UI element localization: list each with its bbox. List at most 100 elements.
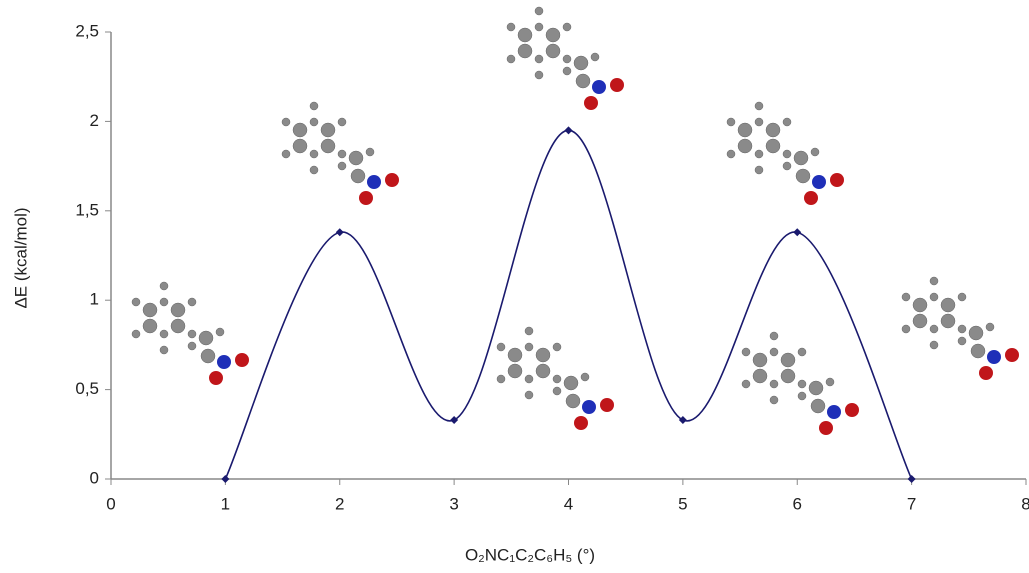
atom [766, 139, 780, 153]
atom [727, 150, 735, 158]
atom [796, 169, 810, 183]
point-marker [793, 228, 801, 236]
x-tick-label: 7 [907, 494, 916, 513]
point-marker [908, 475, 916, 483]
atom [766, 123, 780, 137]
atom [753, 353, 767, 367]
atom [902, 293, 910, 301]
x-tick-label: 8 [1021, 494, 1029, 513]
atom [958, 337, 966, 345]
atom [742, 348, 750, 356]
atom [845, 403, 859, 417]
point-marker [221, 475, 229, 483]
y-axis-label: ΔE (kcal/mol) [11, 207, 30, 308]
atom [811, 148, 819, 156]
atom [338, 162, 346, 170]
atom [979, 366, 993, 380]
atom [235, 353, 249, 367]
atom [804, 191, 818, 205]
atom [199, 331, 213, 345]
atom [958, 293, 966, 301]
atom [809, 381, 823, 395]
x-tick-label: 0 [106, 494, 115, 513]
atom [600, 398, 614, 412]
atom [507, 55, 515, 63]
atom [930, 293, 938, 301]
atom [574, 56, 588, 70]
atom [518, 28, 532, 42]
atom [930, 341, 938, 349]
atom [535, 7, 543, 15]
atom [536, 348, 550, 362]
atom [958, 325, 966, 333]
atom [553, 343, 561, 351]
atom [497, 343, 505, 351]
atom [366, 148, 374, 156]
atom [310, 102, 318, 110]
atom [592, 80, 606, 94]
atom [969, 326, 983, 340]
atom [310, 118, 318, 126]
y-tick-label: 1,5 [75, 200, 99, 219]
x-tick-label: 2 [335, 494, 344, 513]
atom [160, 346, 168, 354]
atom [582, 400, 596, 414]
atom [367, 175, 381, 189]
atom [508, 364, 522, 378]
atom [798, 392, 806, 400]
atom [811, 399, 825, 413]
atom [293, 123, 307, 137]
atom [563, 67, 571, 75]
atom [783, 150, 791, 158]
atom [913, 314, 927, 328]
atom [188, 330, 196, 338]
atom [282, 118, 290, 126]
atom [338, 150, 346, 158]
point-marker [336, 228, 344, 236]
atom [770, 396, 778, 404]
atom [794, 151, 808, 165]
atom [812, 175, 826, 189]
atom [755, 102, 763, 110]
atom [591, 53, 599, 61]
atom [563, 55, 571, 63]
atom [216, 328, 224, 336]
atom [755, 150, 763, 158]
atom [753, 369, 767, 383]
atom [830, 173, 844, 187]
atom [826, 378, 834, 386]
atom [971, 344, 985, 358]
atom [132, 330, 140, 338]
atom [819, 421, 833, 435]
atom [338, 118, 346, 126]
atom [160, 298, 168, 306]
atom [770, 380, 778, 388]
page: O₂NC₁C₂C₆H₅ (°) ΔE (kcal/mol) 00,511,522… [0, 0, 1029, 573]
atom [497, 375, 505, 383]
atom [574, 416, 588, 430]
atom [755, 166, 763, 174]
x-tick-label: 5 [678, 494, 687, 513]
atom [188, 298, 196, 306]
atom [798, 380, 806, 388]
atom [536, 364, 550, 378]
atom [827, 405, 841, 419]
atom [217, 355, 231, 369]
atom [902, 325, 910, 333]
atom [518, 44, 532, 58]
atom [160, 282, 168, 290]
atom [321, 139, 335, 153]
atom [1005, 348, 1019, 362]
atom [188, 342, 196, 350]
atom [535, 55, 543, 63]
atom [201, 349, 215, 363]
atom [525, 343, 533, 351]
point-marker [565, 126, 573, 134]
x-tick-label: 4 [564, 494, 573, 513]
x-tick-label: 1 [221, 494, 230, 513]
atom [525, 375, 533, 383]
atom [738, 139, 752, 153]
atom [553, 375, 561, 383]
atom [508, 348, 522, 362]
atom [293, 139, 307, 153]
